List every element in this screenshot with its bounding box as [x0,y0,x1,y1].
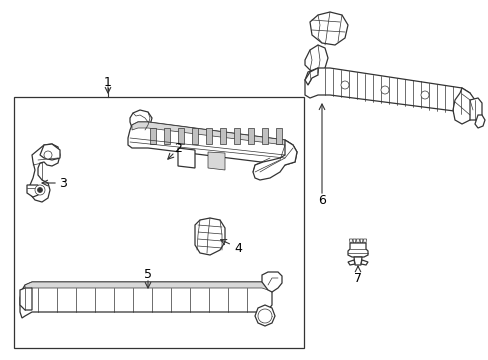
Polygon shape [207,152,224,170]
Polygon shape [25,282,267,290]
Polygon shape [349,239,352,243]
Circle shape [340,81,348,89]
Polygon shape [262,128,267,144]
Polygon shape [356,239,359,243]
Polygon shape [469,98,481,120]
Circle shape [258,309,271,323]
Polygon shape [20,282,271,318]
Polygon shape [359,239,362,243]
Text: 1: 1 [104,76,112,89]
Polygon shape [360,260,367,265]
Polygon shape [150,128,156,144]
Text: 4: 4 [234,242,242,255]
Polygon shape [130,110,152,132]
Polygon shape [247,128,253,144]
Polygon shape [27,185,38,197]
Polygon shape [178,148,195,168]
Polygon shape [40,144,60,160]
Circle shape [35,185,45,195]
Polygon shape [178,128,183,144]
Text: 6: 6 [317,194,325,207]
Polygon shape [20,288,32,310]
Polygon shape [252,140,296,180]
Polygon shape [352,239,355,243]
Polygon shape [474,115,484,128]
Polygon shape [192,128,198,144]
Polygon shape [254,305,274,326]
Polygon shape [220,128,225,144]
Text: 3: 3 [59,176,67,189]
Text: 7: 7 [353,271,361,284]
Text: 5: 5 [143,267,152,280]
Polygon shape [305,68,472,112]
Polygon shape [163,128,170,144]
Circle shape [44,151,52,159]
Polygon shape [262,272,282,292]
Polygon shape [234,128,240,144]
Circle shape [380,86,388,94]
Polygon shape [275,128,282,144]
Polygon shape [347,260,354,265]
Polygon shape [353,257,361,265]
Polygon shape [30,144,60,202]
Polygon shape [195,218,224,255]
Polygon shape [452,88,474,124]
Polygon shape [305,45,327,73]
Polygon shape [128,122,296,165]
Polygon shape [347,243,367,257]
Polygon shape [132,122,296,152]
Polygon shape [305,68,317,85]
Polygon shape [309,12,347,45]
Circle shape [38,188,42,193]
Bar [14,97,304,348]
Circle shape [420,91,428,99]
Polygon shape [363,239,366,243]
Polygon shape [205,128,212,144]
Text: 2: 2 [174,141,182,154]
